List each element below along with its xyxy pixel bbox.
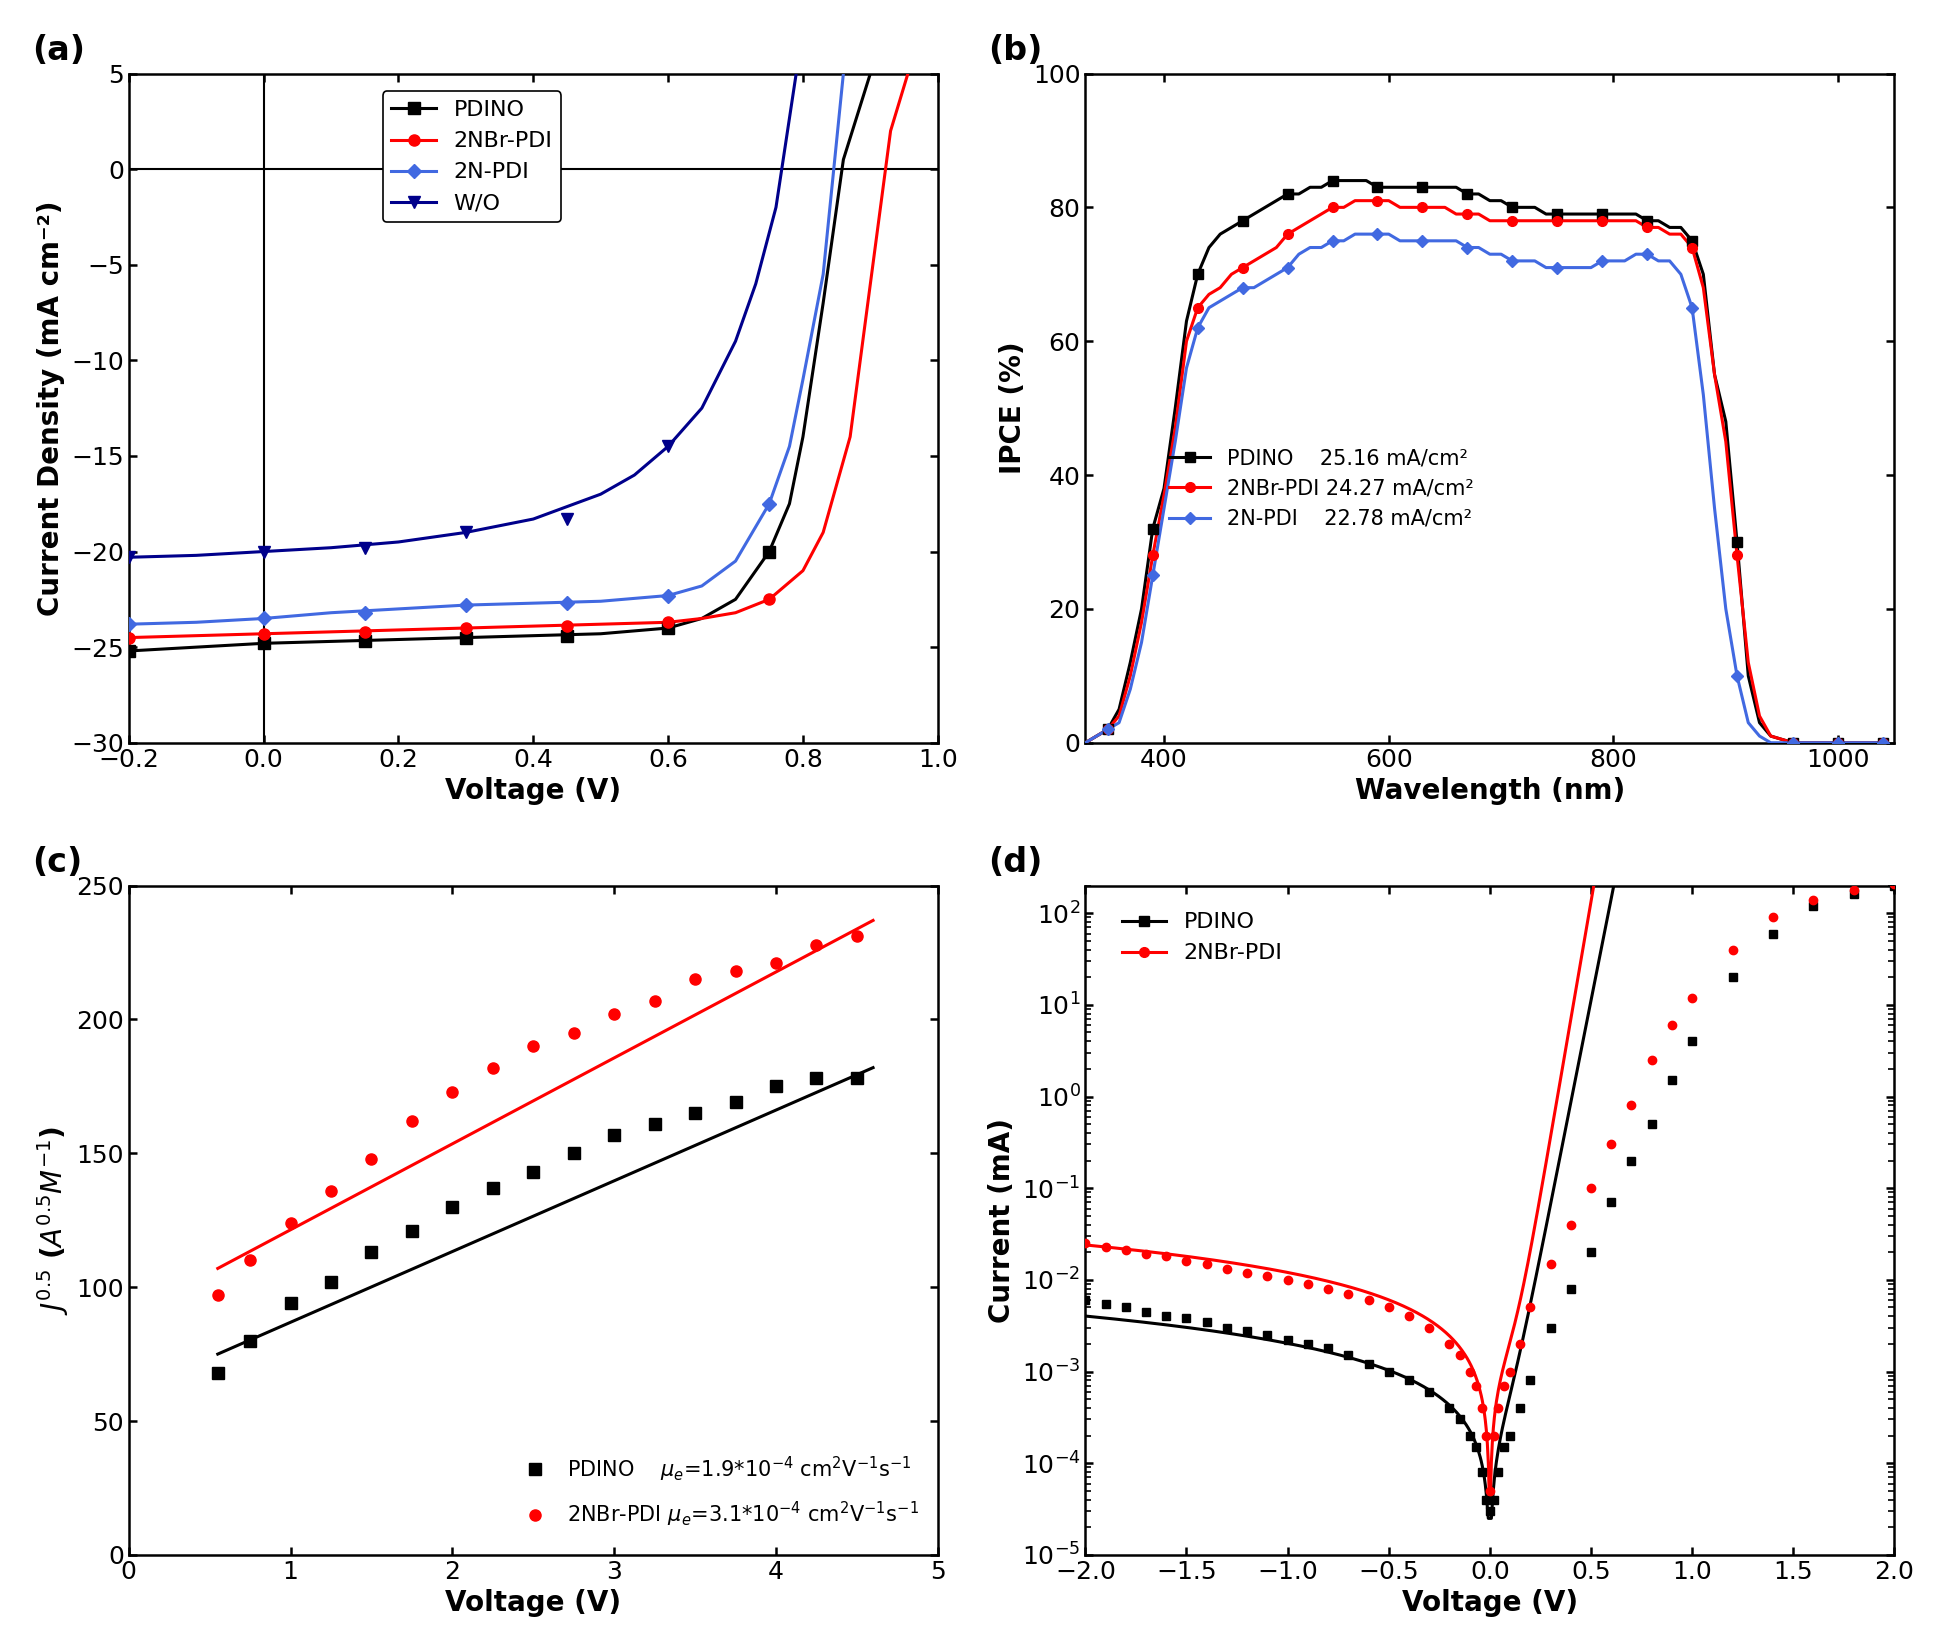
X-axis label: Voltage (V): Voltage (V) [444, 1589, 621, 1617]
Y-axis label: Current Density (mA cm⁻²): Current Density (mA cm⁻²) [37, 200, 66, 616]
X-axis label: Voltage (V): Voltage (V) [1401, 1589, 1578, 1617]
Legend: PDINO, 2NBr-PDI: PDINO, 2NBr-PDI [1112, 904, 1292, 973]
Y-axis label: $J^{0.5}$ ($A^{0.5}M^{-1}$): $J^{0.5}$ ($A^{0.5}M^{-1}$) [35, 1125, 70, 1315]
X-axis label: Wavelength (nm): Wavelength (nm) [1354, 776, 1625, 805]
Text: (a): (a) [31, 33, 84, 66]
Y-axis label: IPCE (%): IPCE (%) [999, 342, 1027, 474]
Text: (b): (b) [988, 33, 1042, 66]
Legend: PDINO    25.16 mA/cm², 2NBr-PDI 24.27 mA/cm², 2N-PDI    22.78 mA/cm²: PDINO 25.16 mA/cm², 2NBr-PDI 24.27 mA/cm… [1159, 439, 1482, 537]
Text: (d): (d) [988, 846, 1042, 879]
Text: (c): (c) [31, 846, 82, 879]
Legend: PDINO    $\mu_e$=1.9*10$^{-4}$ cm$^2$V$^{-1}$s$^{-1}$, 2NBr-PDI $\mu_e$=3.1*10$^: PDINO $\mu_e$=1.9*10$^{-4}$ cm$^2$V$^{-1… [510, 1446, 927, 1538]
Y-axis label: Current (mA): Current (mA) [988, 1118, 1015, 1323]
X-axis label: Voltage (V): Voltage (V) [444, 776, 621, 805]
Legend: PDINO, 2NBr-PDI, 2N-PDI, W/O: PDINO, 2NBr-PDI, 2N-PDI, W/O [382, 91, 561, 223]
